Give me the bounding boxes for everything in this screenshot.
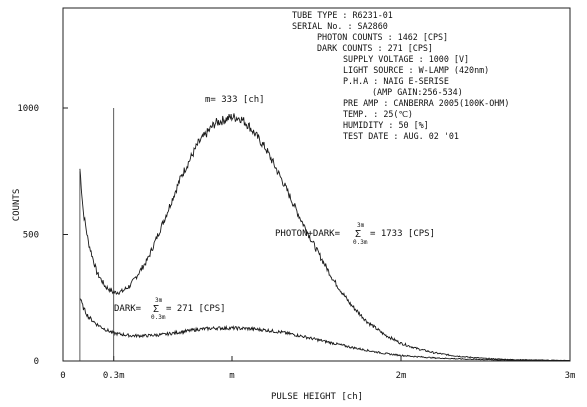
y-axis-label: COUNTS — [12, 189, 22, 222]
photon-dark-prefix: PHOTON+DARK= — [275, 229, 341, 239]
info-line: TEMP. : 25(℃) — [343, 109, 413, 119]
info-line: PRE AMP : CANBERRA 2005(100K-OHM) — [343, 98, 509, 108]
info-line: LIGHT SOURCE : W-LAMP (420nm) — [343, 65, 489, 75]
info-line: DARK COUNTS : 271 [CPS] — [317, 43, 433, 53]
dark-sum-bottom: 0.3m — [151, 314, 166, 321]
info-line: SUPPLY VOLTAGE : 1000 [V] — [343, 54, 469, 64]
curves-group — [79, 113, 571, 362]
plot-frame — [62, 7, 571, 362]
y-tick-label: 0 — [34, 357, 39, 367]
photon-dark-sum-symbol: Σ — [355, 229, 361, 240]
info-line: TEST DATE : AUG. 02 '01 — [343, 131, 459, 141]
x-tick-label: m — [229, 371, 234, 381]
info-line: PHOTON COUNTS : 1462 [CPS] — [317, 32, 448, 42]
info-line: P.H.A : NAIG E-SERISE — [343, 76, 449, 86]
info-line: TUBE TYPE : R6231-01 — [292, 10, 393, 20]
info-line: (AMP GAIN:256-534) — [372, 87, 463, 97]
x-axis-ticks: 0 0.3m m 2m 3m — [60, 356, 575, 381]
x-axis-label: PULSE HEIGHT [ch] — [271, 392, 363, 402]
y-tick-label: 500 — [23, 231, 39, 241]
photon-dark-sum-top: 3m — [357, 222, 365, 229]
y-tick-label: 1000 — [17, 104, 39, 114]
dark-prefix: DARK= — [114, 304, 142, 314]
dark-value: = 271 [CPS] — [166, 304, 226, 314]
series-photon-dark — [79, 113, 571, 362]
photon-dark-annotation: PHOTON+DARK= 3m Σ 0.3m = 1733 [CPS] — [275, 222, 435, 246]
x-tick-label: 0.3m — [103, 371, 125, 381]
x-tick-label: 0 — [60, 371, 65, 381]
dark-annotation: DARK= 3m Σ 0.3m = 271 [CPS] — [114, 297, 226, 321]
x-tick-label: 2m — [396, 371, 407, 381]
photon-dark-value: = 1733 [CPS] — [370, 229, 435, 239]
dark-sum-symbol: Σ — [153, 304, 159, 315]
x-tick-label: 3m — [565, 371, 576, 381]
series-dark — [79, 298, 570, 362]
photon-dark-sum-bottom: 0.3m — [353, 239, 368, 246]
dark-sum-top: 3m — [155, 297, 163, 304]
info-line: SERIAL No. : SA2860 — [292, 21, 388, 31]
peak-label: m= 333 [ch] — [205, 95, 265, 105]
info-line: HUMIDITY : 50 [%] — [343, 120, 429, 130]
y-axis-ticks: 0 500 1000 — [17, 104, 68, 367]
